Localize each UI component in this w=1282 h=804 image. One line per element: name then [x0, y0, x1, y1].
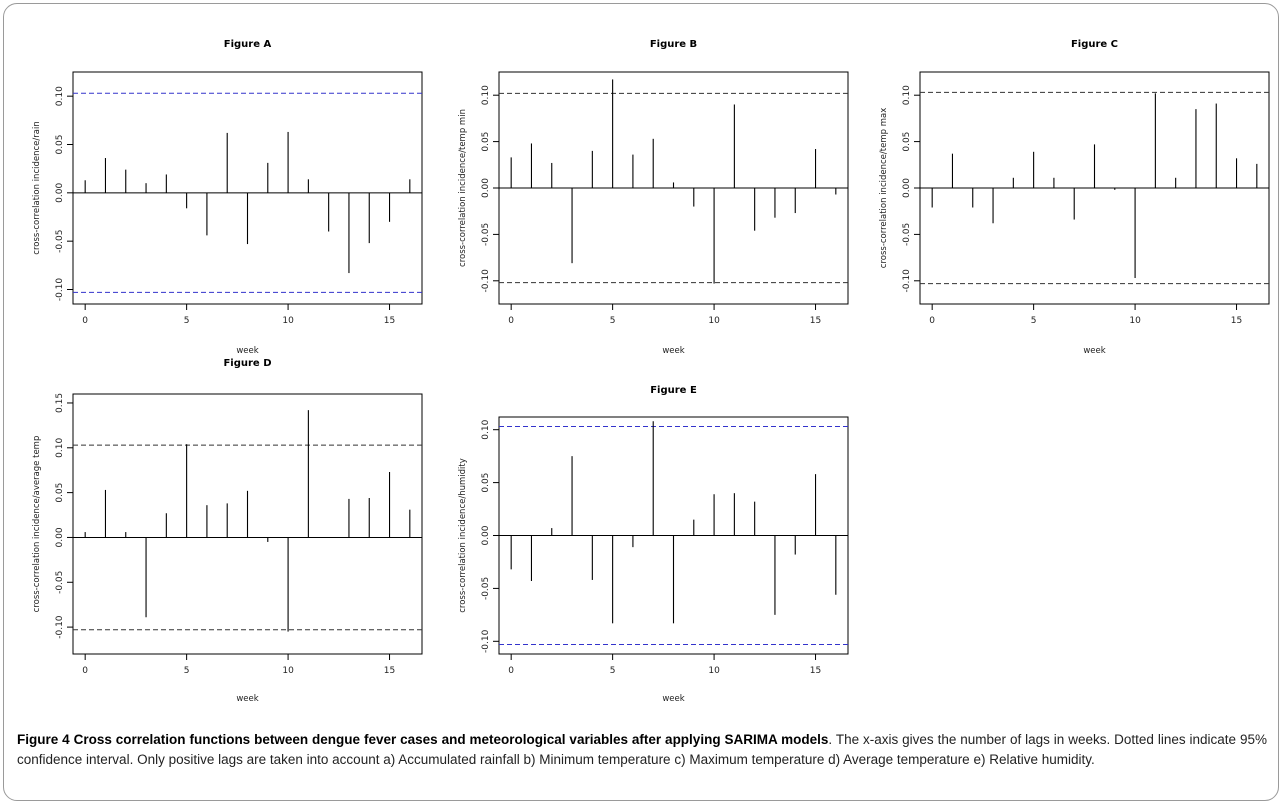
y-tick-label: 0.10 — [902, 85, 912, 105]
panel-a: Figure A 0 5 10 15 0.10 0.05 0.00 -0.05 -0.10 week… — [32, 39, 423, 356]
y-tick-label: 0.00 — [481, 178, 491, 198]
x-axis-label: week — [1083, 346, 1105, 356]
x-tick-label: 15 — [384, 316, 395, 326]
y-tick-label: 0.00 — [902, 178, 912, 198]
x-tick-label: 5 — [184, 316, 190, 326]
x-axis-label: week — [662, 346, 684, 356]
x-tick-label: 10 — [708, 316, 720, 326]
y-tick-label: 0.10 — [55, 86, 65, 106]
figure-panels: Figure A 0 5 10 15 0.10 0.05 0.00 -0.05 -0.10 week… — [32, 39, 1270, 704]
caption-text: . The x-axis gives the number of lags in… — [17, 732, 1267, 767]
chart-title: Figure E — [650, 385, 697, 396]
y-tick-label: 0.05 — [55, 483, 65, 503]
y-axis-label: cross-correlation incidence/rain — [32, 121, 42, 254]
y-axis-label: cross-correlation incidence/temp max — [879, 108, 889, 268]
y-tick-label: 0.05 — [481, 132, 491, 152]
x-tick-label: 0 — [508, 316, 514, 326]
y-tick-label: -0.10 — [55, 615, 65, 639]
y-axis-label: cross-correlation incidence/temp min — [458, 109, 468, 267]
x-tick-label: 15 — [1231, 316, 1242, 326]
x-axis-label: week — [662, 694, 684, 704]
x-tick-label: 0 — [82, 316, 88, 326]
x-tick-label: 0 — [508, 666, 514, 676]
plot-frame — [72, 71, 423, 305]
y-tick-label: -0.05 — [55, 571, 65, 594]
y-tick-label: 0.00 — [55, 183, 65, 203]
x-tick-label: 10 — [1129, 316, 1141, 326]
panel-e: Figure E 0 5 10 15 0.10 0.05 0.00 -0.05 -0.10 week… — [458, 385, 849, 704]
y-axis-label: cross-correlation incidence/humidity — [458, 458, 468, 613]
y-tick-label: -0.05 — [481, 223, 491, 246]
y-tick-label: 0.10 — [55, 438, 65, 458]
y-tick-label: 0.05 — [902, 132, 912, 152]
chart-title: Figure C — [1071, 39, 1118, 50]
x-tick-label: 0 — [82, 666, 88, 676]
y-tick-label: 0.05 — [55, 134, 65, 154]
x-tick-label: 5 — [184, 666, 190, 676]
panel-b: Figure B 0 5 10 15 0.10 0.05 0.00 -0.05 -0.10 week… — [458, 39, 849, 356]
chart-title: Figure D — [223, 358, 271, 369]
y-tick-label: -0.05 — [55, 230, 65, 253]
y-tick-label: 0.10 — [481, 419, 491, 439]
y-axis-label: cross-correlation incidence/average temp — [32, 436, 42, 613]
y-tick-label: -0.05 — [481, 577, 491, 600]
y-tick-label: -0.10 — [481, 269, 491, 293]
figure-frame — [3, 3, 1279, 801]
y-tick-label: -0.10 — [902, 269, 912, 293]
y-tick-label: 0.15 — [55, 393, 65, 413]
x-tick-label: 15 — [810, 666, 821, 676]
plot-frame — [72, 393, 423, 655]
x-tick-label: 15 — [384, 666, 395, 676]
caption-label: Figure 4 — [17, 732, 70, 747]
y-tick-label: 0.00 — [481, 525, 491, 545]
y-tick-label: -0.10 — [481, 629, 491, 653]
x-tick-label: 5 — [610, 666, 616, 676]
x-tick-label: 5 — [1031, 316, 1037, 326]
x-tick-label: 0 — [929, 316, 935, 326]
panel-d: Figure D 0 5 10 15 0.15 0.10 0.05 0.00 -0.05 -0.10… — [32, 358, 423, 704]
y-tick-label: 0.10 — [481, 85, 491, 105]
x-tick-label: 15 — [810, 316, 821, 326]
x-axis-label: week — [236, 346, 258, 356]
chart-title: Figure B — [650, 39, 697, 50]
caption-bold-text: Cross correlation functions between deng… — [73, 732, 829, 747]
chart-title: Figure A — [224, 39, 272, 50]
x-axis-label: week — [236, 694, 258, 704]
x-tick-label: 10 — [282, 666, 294, 676]
x-tick-label: 10 — [282, 316, 294, 326]
y-tick-label: -0.05 — [902, 223, 912, 246]
figure-caption: Figure 4 Cross correlation functions bet… — [17, 730, 1267, 770]
x-tick-label: 10 — [708, 666, 720, 676]
y-tick-label: 0.05 — [481, 473, 491, 493]
y-tick-label: -0.10 — [55, 278, 65, 302]
panel-c: Figure C 0 5 10 15 0.10 0.05 0.00 -0.05 -0.10 week… — [879, 39, 1270, 356]
y-tick-label: 0.00 — [55, 527, 65, 547]
x-tick-label: 5 — [610, 316, 616, 326]
